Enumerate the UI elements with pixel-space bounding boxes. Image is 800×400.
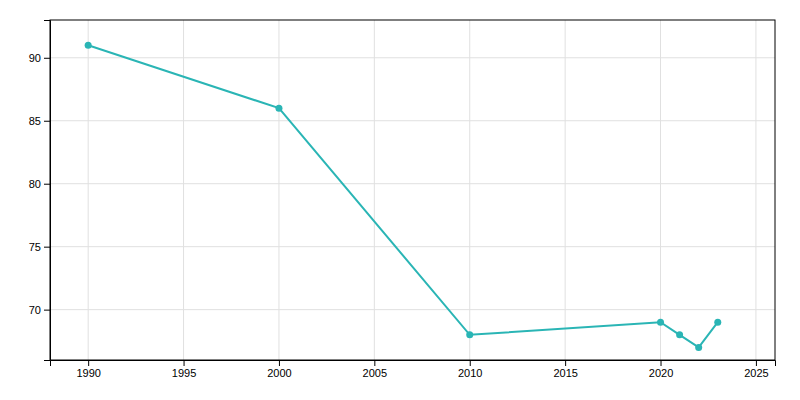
grid-line xyxy=(50,246,775,247)
grid-line xyxy=(660,20,661,360)
point xyxy=(676,331,683,338)
tick: 2025 xyxy=(744,360,768,379)
grid-line xyxy=(755,20,756,360)
tick-label: 80 xyxy=(29,178,41,190)
line xyxy=(88,45,718,347)
tick-mark xyxy=(44,310,50,311)
tick: 2015 xyxy=(553,360,577,379)
tick-label: 2015 xyxy=(553,367,577,379)
tick-mark xyxy=(374,360,375,366)
series xyxy=(85,42,722,351)
tick-mark xyxy=(756,360,757,366)
grid-line xyxy=(374,20,375,360)
tick-mark xyxy=(661,360,662,366)
tick-label: 90 xyxy=(29,52,41,64)
tick-mark xyxy=(44,121,50,122)
point xyxy=(466,331,473,338)
tick-mark xyxy=(279,360,280,366)
point xyxy=(85,42,92,49)
tick-label: 1995 xyxy=(172,367,196,379)
tick-mark xyxy=(88,360,89,366)
tick: 70 xyxy=(29,304,50,316)
tick-label: 85 xyxy=(29,115,41,127)
grid-line xyxy=(565,20,566,360)
tick: 2005 xyxy=(363,360,387,379)
tick-label: 2005 xyxy=(363,367,387,379)
grid-line xyxy=(50,183,775,184)
tick-mark xyxy=(184,360,185,366)
point xyxy=(275,105,282,112)
tick: 2020 xyxy=(649,360,673,379)
tick: 1990 xyxy=(76,360,100,379)
grid-line xyxy=(88,20,89,360)
tick-mark xyxy=(44,58,50,59)
tick-label: 75 xyxy=(29,241,41,253)
tick: 2010 xyxy=(458,360,482,379)
tick: 85 xyxy=(29,115,50,127)
tick-mark xyxy=(470,360,471,366)
plot: 1990 1995 2000 2005 2010 2015 2020 2025 70 75 80 85… xyxy=(29,20,776,379)
tick-label: 2025 xyxy=(744,367,768,379)
tick: 75 xyxy=(29,241,50,253)
y-axis: 70 75 80 85 90 xyxy=(29,21,51,361)
plot-frame xyxy=(50,20,775,360)
chart: 1990 1995 2000 2005 2010 2015 2020 2025 70 75 80 85… xyxy=(0,0,800,400)
tick-label: 2020 xyxy=(649,367,673,379)
grid-line xyxy=(50,120,775,121)
point xyxy=(714,319,721,326)
tick-label: 70 xyxy=(29,304,41,316)
grid xyxy=(50,20,775,360)
axis-line xyxy=(51,361,776,367)
grid-line xyxy=(50,309,775,310)
tick: 1995 xyxy=(172,360,196,379)
tick-mark xyxy=(565,360,566,366)
point xyxy=(695,344,702,351)
tick: 90 xyxy=(29,52,50,64)
tick: 2000 xyxy=(267,360,291,379)
tick-label: 2010 xyxy=(458,367,482,379)
tick-mark xyxy=(44,247,50,248)
point xyxy=(657,319,664,326)
x-axis: 1990 1995 2000 2005 2010 2015 2020 2025 xyxy=(51,360,776,379)
grid-line xyxy=(469,20,470,360)
tick: 80 xyxy=(29,178,50,190)
grid-line xyxy=(278,20,279,360)
grid-line xyxy=(183,20,184,360)
grid-line xyxy=(50,57,775,58)
tick-label: 2000 xyxy=(267,367,291,379)
tick-mark xyxy=(44,184,50,185)
tick-label: 1990 xyxy=(76,367,100,379)
